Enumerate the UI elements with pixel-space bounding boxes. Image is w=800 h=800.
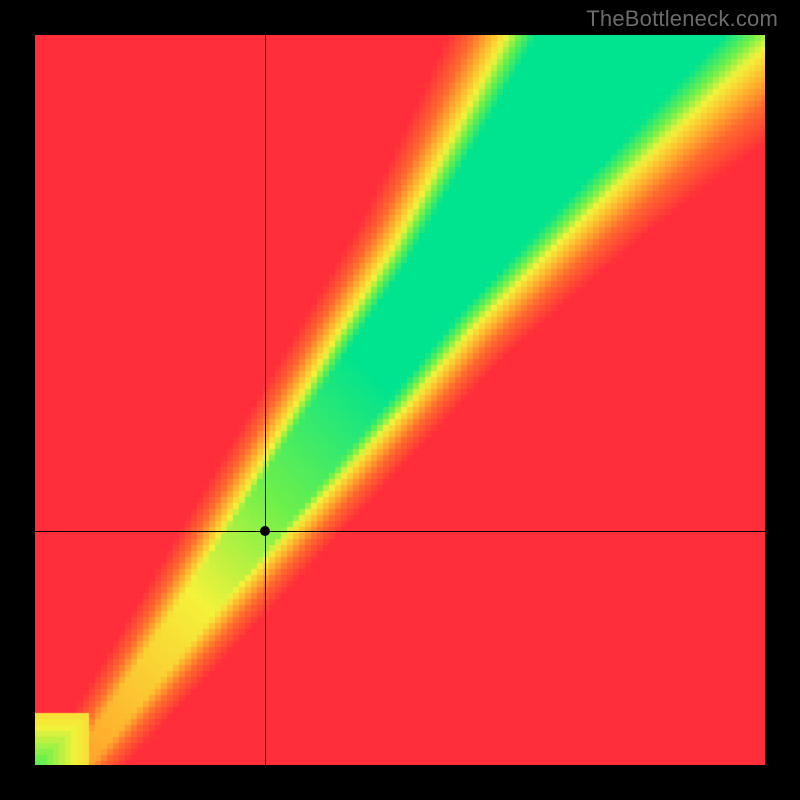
chart-frame: TheBottleneck.com: [0, 0, 800, 800]
watermark: TheBottleneck.com: [586, 6, 778, 32]
bottleneck-heatmap: [35, 35, 765, 765]
